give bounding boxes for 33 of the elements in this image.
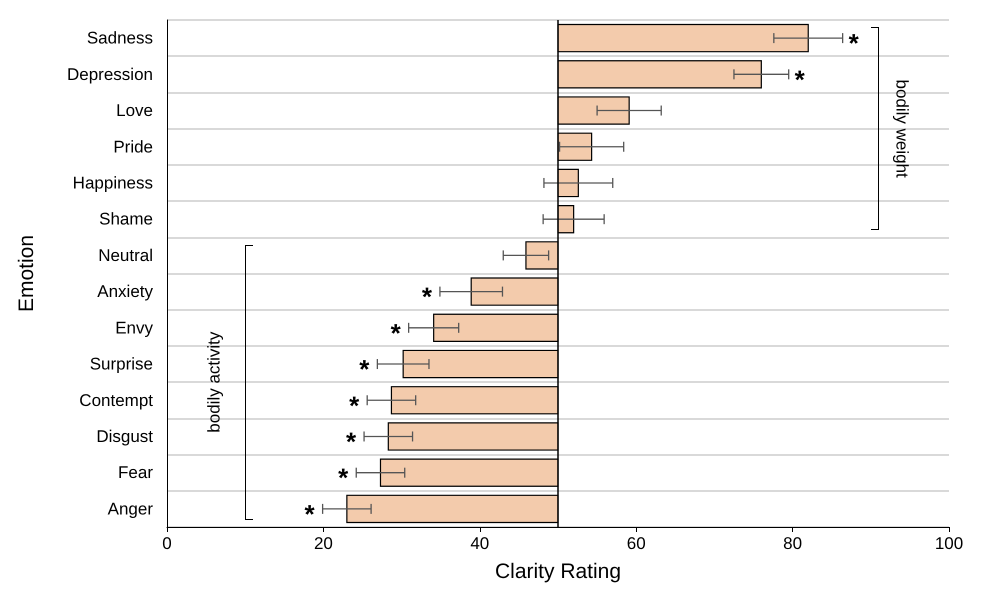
y-tick-label: Anxiety [97,282,154,302]
x-tick-label: 0 [162,534,172,553]
annotation: * [794,64,806,94]
y-tick-label: Surprise [90,354,153,374]
y-axis-title: Emotion [15,234,38,312]
x-axis-title: Clarity Rating [494,560,622,583]
annotation: * [359,354,370,384]
y-tick-label: Shame [99,210,153,229]
y-tick-label: Neutral [98,246,153,265]
y-tick-label: Love [116,101,153,120]
annotation: * [390,318,402,348]
y-tick-label: Anger [108,499,154,518]
y-tick-label: Contempt [79,390,154,410]
annotation: * [848,28,860,58]
x-tick-label: 20 [314,534,333,553]
annotation: bodily activity [204,331,224,433]
annotation: * [349,390,360,420]
y-tick-label: Depression [67,64,153,84]
y-tick-label: Pride [113,137,153,156]
annotation: bodily weight [892,80,912,178]
x-tick-label: 100 [934,534,964,553]
annotation: * [304,498,316,529]
x-tick-label: 40 [470,534,490,553]
annotation: * [338,462,350,493]
y-tick-label: Fear [118,463,154,482]
y-tick-label: Disgust [96,426,154,446]
x-tick-label: 80 [783,534,802,553]
y-tick-label: Happiness [72,173,153,192]
annotation: * [422,282,433,312]
annotation: * [346,426,357,456]
x-tick-label: 60 [626,534,646,553]
y-tick-label: Envy [115,318,154,338]
y-tick-label: Sadness [86,28,153,48]
